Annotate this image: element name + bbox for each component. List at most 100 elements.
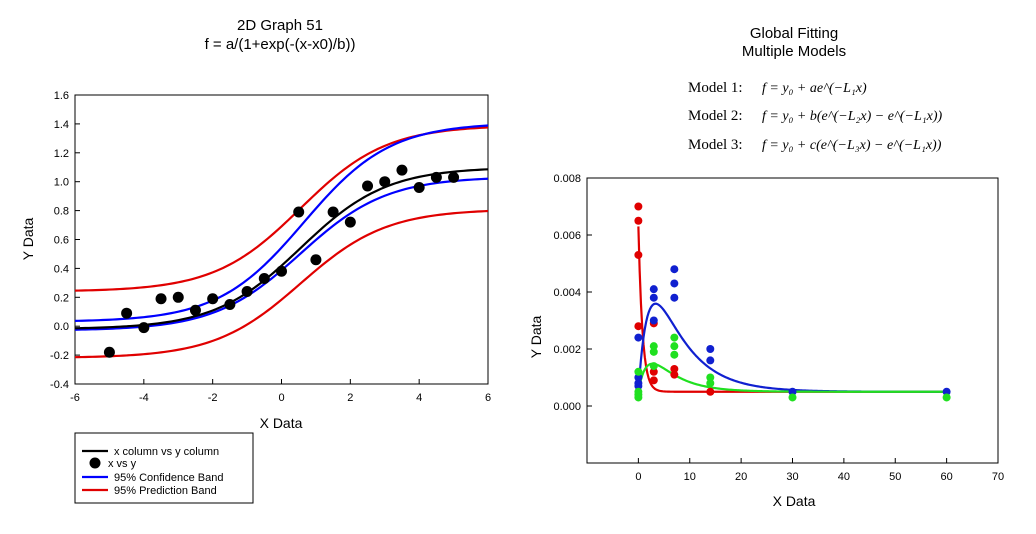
left-x-tick-label: 6 [485, 392, 491, 404]
data-point [121, 307, 133, 319]
right-x-tick-label: 60 [941, 471, 953, 483]
left-y-tick-label: 0.2 [54, 292, 69, 304]
left-y-tick-label: -0.4 [50, 379, 69, 391]
model-1-point [649, 367, 658, 376]
model-2-point [649, 316, 658, 325]
legend-label-fit: x column vs y column [114, 446, 219, 458]
data-point [293, 206, 305, 218]
data-point [189, 304, 201, 316]
model-3-point [788, 393, 797, 402]
model-2-point [706, 356, 715, 365]
model-3-point [706, 379, 715, 388]
data-point [448, 171, 460, 183]
model-3-point [706, 373, 715, 382]
model-3-point [649, 342, 658, 351]
prediction-band-lower [74, 209, 489, 359]
right-y-tick-label: 0.008 [553, 173, 581, 185]
data-point [379, 176, 391, 188]
data-point [172, 291, 184, 303]
model-2-point [649, 293, 658, 302]
model-2-label: Model 2: [688, 108, 743, 124]
left-y-tick-label: 1.2 [54, 148, 69, 160]
model-3-point [634, 393, 643, 402]
model-3-point [649, 362, 658, 371]
left-x-axis-label: X Data [260, 415, 303, 431]
data-point [430, 171, 442, 183]
model-equations: Model 1: f = y₀ + ae^(−L₁x) Model 2: f =… [688, 80, 942, 153]
data-point [138, 322, 150, 334]
left-y-axis-label: Y Data [20, 218, 36, 261]
model-3-point [649, 347, 658, 356]
legend-swatch-points [89, 457, 101, 469]
left-legend: x column vs y column x vs y 95% Confiden… [74, 432, 254, 504]
right-x-tick-label: 40 [838, 471, 850, 483]
model-1-point [670, 364, 679, 373]
left-y-tick-label: 1.4 [54, 119, 69, 131]
right-x-tick-label: 10 [684, 471, 696, 483]
model-2-formula: f = y₀ + b(e^(−L₂x) − e^(−L₁x)) [762, 109, 942, 124]
right-chart-subtitle: Multiple Models [742, 43, 846, 60]
right-x-axis-label: X Data [773, 493, 816, 509]
model-2-point [649, 285, 658, 294]
right-chart-title: Global Fitting [750, 25, 838, 42]
right-plot-frame [586, 177, 999, 464]
right-x-tick-label: 50 [889, 471, 901, 483]
model-1-point [634, 216, 643, 225]
legend-label-prediction: 95% Prediction Band [114, 485, 217, 497]
left-y-tick-label: 1.6 [54, 90, 69, 102]
model-2-point [670, 265, 679, 274]
left-x-tick-label: -2 [208, 392, 218, 404]
left-y-tick-label: 0.6 [54, 235, 69, 247]
legend-box [74, 432, 254, 504]
right-x-tick-label: 0 [635, 471, 641, 483]
data-point [327, 206, 339, 218]
model-2-point [634, 333, 643, 342]
legend-label-points: x vs y [108, 458, 137, 470]
model-1-point [706, 387, 715, 396]
data-point [241, 286, 253, 298]
model-1-point [670, 370, 679, 379]
model-3-point [670, 333, 679, 342]
model-3-point [670, 350, 679, 359]
left-y-tick-label: 0.8 [54, 206, 69, 218]
right-y-axis-label: Y Data [528, 316, 544, 359]
right-y-tick-label: 0.002 [553, 344, 581, 356]
left-y-tick-label: 0.4 [54, 263, 69, 275]
model-3-label: Model 3: [688, 137, 743, 153]
right-y-tick-label: 0.000 [553, 401, 581, 413]
left-y-axis: -0.4 -0.2 0.0 0.2 0.4 0.6 0.8 1.0 1.2 1.4 1.6 [50, 90, 80, 391]
left-chart-subtitle: f = a/(1+exp(-(x-x0)/b)) [205, 36, 356, 53]
data-point [344, 216, 356, 228]
right-points [634, 202, 951, 402]
legend-label-confidence: 95% Confidence Band [114, 472, 223, 484]
left-chart: 2D Graph 51 f = a/(1+exp(-(x-x0)/b)) -0.… [20, 17, 491, 504]
right-y-axis: 0.000 0.002 0.004 0.006 0.008 [553, 173, 592, 413]
right-x-tick-label: 20 [735, 471, 747, 483]
left-curves [74, 124, 489, 359]
left-x-tick-label: 0 [278, 392, 284, 404]
left-chart-title: 2D Graph 51 [237, 17, 323, 34]
left-y-tick-label: -0.2 [50, 350, 69, 362]
left-x-tick-label: 4 [416, 392, 422, 404]
right-x-tick-label: 70 [992, 471, 1004, 483]
model-3-point [942, 393, 951, 402]
model-1-label: Model 1: [688, 80, 743, 96]
data-point [103, 346, 115, 358]
data-point [413, 181, 425, 193]
right-x-tick-label: 30 [786, 471, 798, 483]
model-2-point [788, 387, 797, 396]
model-3-curve [637, 362, 947, 393]
model-1-curve [637, 226, 947, 393]
data-point [155, 293, 167, 305]
right-y-tick-label: 0.004 [553, 287, 581, 299]
model-2-point [942, 387, 951, 396]
data-point [310, 254, 322, 266]
model-2-point [670, 293, 679, 302]
right-chart: Global Fitting Multiple Models Model 1: … [528, 25, 1004, 509]
right-x-axis: 0 10 20 30 40 50 60 70 [635, 458, 1004, 483]
data-point [276, 265, 287, 277]
confidence-band-upper [74, 124, 489, 322]
data-point [207, 293, 219, 305]
model-1-point [649, 376, 658, 385]
left-y-tick-label: 0.0 [54, 321, 69, 333]
